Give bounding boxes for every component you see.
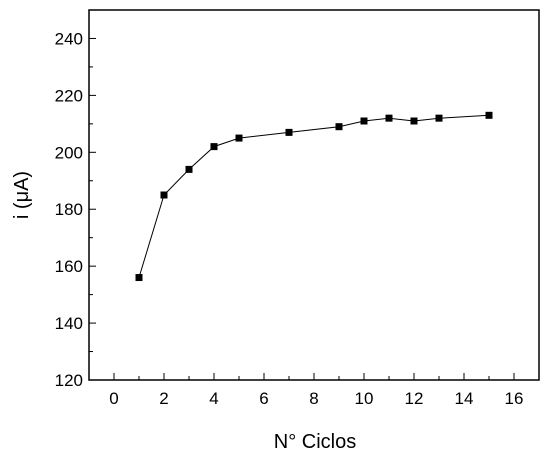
x-tick-label: 10 bbox=[355, 389, 374, 408]
x-tick-labels: 0 2 4 6 8 10 12 14 16 bbox=[109, 389, 523, 408]
data-point bbox=[135, 274, 143, 282]
plot-frame bbox=[88, 9, 540, 381]
y-tick-labels: 120 140 160 180 200 220 240 bbox=[55, 29, 83, 390]
x-tick-label: 0 bbox=[109, 389, 118, 408]
data-point bbox=[185, 165, 193, 173]
data-point bbox=[210, 143, 218, 151]
data-point bbox=[385, 114, 393, 122]
x-tick-label: 8 bbox=[309, 389, 318, 408]
y-tick-label: 120 bbox=[55, 371, 83, 390]
y-tick-label: 200 bbox=[55, 143, 83, 162]
x-tick-label: 4 bbox=[209, 389, 218, 408]
x-tick-label: 14 bbox=[455, 389, 474, 408]
data-point bbox=[485, 111, 493, 119]
y-axis-title: i (μA) bbox=[11, 171, 33, 219]
data-point bbox=[410, 117, 418, 125]
y-tick-label: 240 bbox=[55, 29, 83, 48]
x-tick-label: 6 bbox=[259, 389, 268, 408]
x-tick-label: 16 bbox=[505, 389, 524, 408]
data-point bbox=[160, 191, 168, 199]
axis-ticks bbox=[89, 37, 515, 381]
data-point bbox=[235, 134, 243, 142]
x-tick-label: 2 bbox=[159, 389, 168, 408]
series-line bbox=[138, 114, 490, 278]
y-tick-label: 140 bbox=[55, 314, 83, 333]
data-point bbox=[360, 117, 368, 125]
x-tick-label: 12 bbox=[405, 389, 424, 408]
y-tick-label: 220 bbox=[55, 86, 83, 105]
y-tick-label: 160 bbox=[55, 257, 83, 276]
data-point bbox=[435, 114, 443, 122]
series-markers bbox=[135, 111, 493, 282]
data-point bbox=[285, 128, 293, 136]
x-axis-title: N° Ciclos bbox=[274, 431, 356, 453]
y-tick-label: 180 bbox=[55, 200, 83, 219]
data-point bbox=[335, 123, 343, 131]
